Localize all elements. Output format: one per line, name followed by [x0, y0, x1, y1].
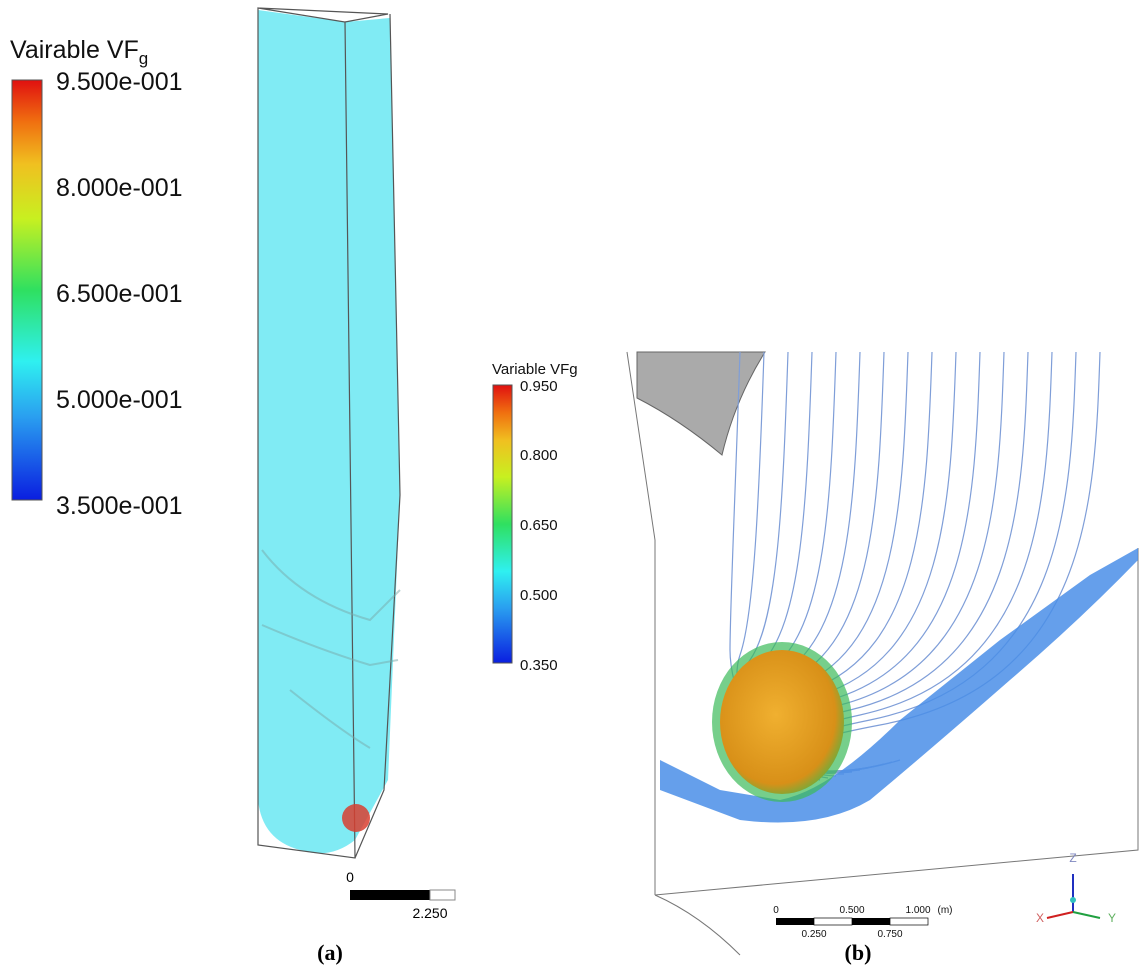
scale-label: 0.500 — [839, 905, 864, 916]
axis-label: Z — [1069, 851, 1076, 865]
colorbar-label: 0.350 — [520, 657, 558, 674]
colorbar-label: 8.000e-001 — [56, 174, 183, 202]
bubble — [720, 650, 844, 794]
scale-bar — [889, 917, 929, 926]
axis-x — [1046, 911, 1074, 919]
legend-title-sub: g — [139, 49, 148, 68]
axis-y — [1072, 911, 1101, 919]
scale-label: 2.250 — [412, 905, 447, 921]
scale-bar — [852, 918, 890, 925]
legend-title: Variable VFg — [492, 361, 578, 378]
bubble — [342, 804, 370, 832]
scale-bar — [813, 917, 853, 926]
scale-label: 0.250 — [801, 929, 826, 940]
domain-outline — [626, 351, 1139, 956]
colorbar-label: 9.500e-001 — [56, 68, 183, 96]
scale-label: 0.750 — [877, 929, 902, 940]
colorbar-label: 0.650 — [520, 517, 558, 534]
caption: (b) — [845, 940, 872, 965]
free-surface — [660, 548, 1138, 823]
colorbar-label: 3.500e-001 — [56, 492, 183, 520]
inlet-surface — [636, 351, 766, 456]
colorbar-label: 0.800 — [520, 447, 558, 464]
colorbar-label: 0.950 — [520, 378, 558, 395]
scale-label: 1.000 — [905, 905, 930, 916]
column-volume — [258, 10, 400, 854]
scale-label: 0 — [773, 905, 779, 916]
colorbar-label: 6.500e-001 — [56, 280, 183, 308]
caption: (a) — [317, 940, 343, 965]
legend-title-main: Vairable VF — [10, 36, 139, 64]
scale-bar — [350, 890, 430, 900]
scale-label: (m) — [938, 905, 953, 916]
colorbar — [11, 79, 43, 501]
colorbar-label: 0.500 — [520, 587, 558, 604]
axis-origin — [1070, 897, 1076, 903]
colorbar — [492, 384, 513, 664]
scale-bar — [776, 918, 814, 925]
surface-edge — [261, 549, 401, 749]
axis-label: Y — [1108, 911, 1116, 925]
scale-label: 0 — [346, 869, 354, 885]
scale-bar — [429, 889, 456, 901]
colorbar-label: 5.000e-001 — [56, 386, 183, 414]
axis-label: X — [1036, 911, 1044, 925]
column-outline — [257, 7, 401, 859]
legend-title: Vairable VFg — [10, 36, 148, 68]
